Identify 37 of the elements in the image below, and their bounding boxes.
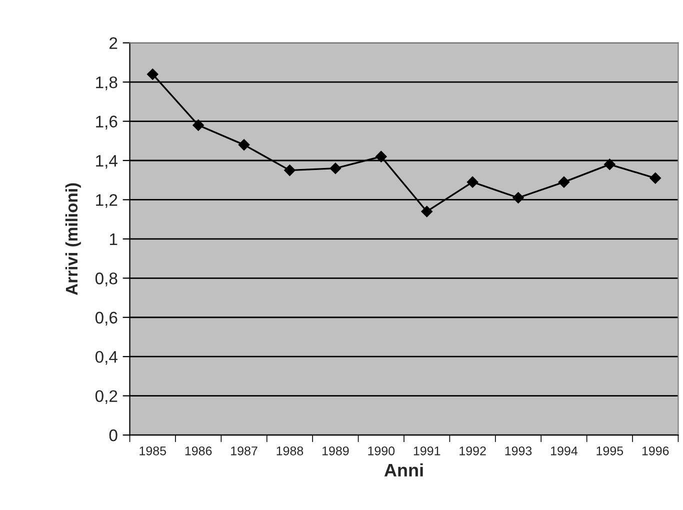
x-tick-label: 1994 (551, 446, 578, 456)
point (604, 158, 616, 170)
point (284, 164, 296, 176)
y-tick-label: 1,2 (96, 194, 118, 208)
x-tick-label: 1990 (368, 446, 395, 456)
point (558, 176, 570, 188)
point (330, 162, 342, 174)
x-axis-title: Anni (384, 463, 423, 476)
point (192, 119, 204, 132)
x-tick-label: 1995 (596, 446, 624, 456)
x-tick-label: 1991 (414, 446, 440, 456)
x-tick-label: 1986 (185, 446, 212, 456)
y-tick-label: 1,6 (96, 116, 118, 130)
x-tick-label: 1996 (642, 446, 669, 456)
point (146, 68, 159, 80)
y-tick-label: 1 (110, 234, 118, 245)
y-tick-label: 0,4 (95, 350, 118, 365)
x-tick-label: 1987 (231, 446, 258, 456)
y-tick-label: 0,6 (95, 312, 118, 326)
point (466, 176, 478, 188)
y-axis-title: Arrivi (milioni) (65, 183, 81, 296)
x-tick-label: 1993 (505, 446, 532, 456)
point (375, 150, 388, 162)
y-tick-label: 1,4 (96, 155, 118, 169)
x-tick-label: 1988 (276, 446, 304, 456)
point (512, 192, 524, 204)
y-tick-label: 0,2 (95, 390, 118, 404)
point (649, 172, 662, 184)
y-tick-label: 0 (109, 429, 118, 442)
y-tick-label: 2 (110, 37, 118, 49)
x-tick-label: 1992 (460, 446, 486, 456)
y-tick-label: 0,8 (95, 272, 118, 286)
x-tick-label: 1989 (322, 446, 349, 456)
y-tick-label: 1,8 (96, 76, 118, 90)
point (238, 138, 250, 151)
point (420, 206, 433, 218)
x-tick-label: 1985 (140, 446, 166, 456)
